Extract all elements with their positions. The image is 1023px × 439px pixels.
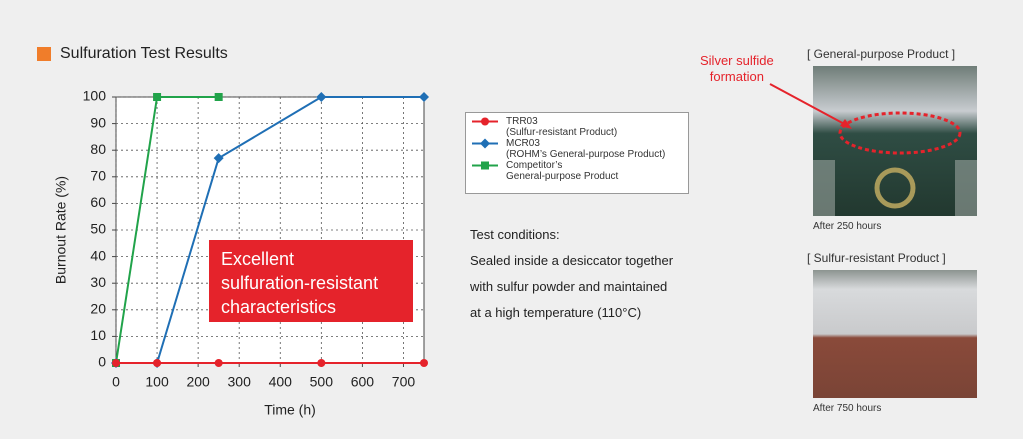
- x-tick-label: 500: [310, 374, 334, 390]
- y-axis-label: Burnout Rate (%): [53, 176, 69, 284]
- marker: [213, 153, 224, 164]
- x-tick-label: 200: [186, 374, 210, 390]
- marker: [214, 93, 223, 101]
- y-tick-label: 0: [98, 354, 106, 370]
- x-tick-label: 600: [351, 374, 375, 390]
- y-tick-label: 70: [90, 168, 106, 184]
- test-conditions-line: with sulfur powder and maintained: [470, 279, 668, 294]
- photo-title: [ Sulfur-resistant Product ]: [807, 251, 946, 265]
- test-conditions-line: Sealed inside a desiccator together: [470, 253, 674, 268]
- y-tick-label: 20: [90, 301, 106, 317]
- photo-caption: After 250 hours: [813, 221, 882, 232]
- title-icon: [37, 47, 51, 61]
- marker: [317, 359, 326, 367]
- marker: [112, 359, 120, 367]
- photo-resistant: [813, 270, 977, 398]
- test-conditions-title: Test conditions:: [470, 227, 560, 242]
- marker: [419, 92, 429, 102]
- legend-label: MCR03 (ROHM’s General-purpose Product): [506, 138, 666, 160]
- photos: [769, 66, 977, 398]
- y-tick-label: 30: [90, 274, 106, 290]
- marker: [153, 359, 162, 367]
- legend-label: Competitor’s General-purpose Product: [506, 160, 619, 182]
- legend: TRR03 (Sulfur-resistant Product) MCR03 (R…: [465, 112, 689, 194]
- section-title: Sulfuration Test Results: [60, 45, 228, 62]
- legend-icon: [472, 138, 498, 149]
- x-tick-label: 0: [112, 374, 120, 390]
- x-tick-label: 400: [269, 374, 293, 390]
- y-tick-label: 80: [90, 141, 106, 157]
- legend-icon: [472, 161, 498, 170]
- y-tick-label: 10: [90, 327, 106, 343]
- test-conditions: Test conditions: Sealed inside a desicca…: [470, 222, 673, 326]
- y-tick-label: 50: [90, 221, 106, 237]
- callout-ellipse: [838, 111, 962, 155]
- x-tick-label: 100: [145, 374, 169, 390]
- photo-detail: [955, 160, 977, 216]
- callout-arrowhead: [840, 119, 852, 129]
- x-tick-label: 300: [228, 374, 252, 390]
- x-axis-label: Time (h): [264, 402, 316, 418]
- legend-label: TRR03 (Sulfur-resistant Product): [506, 116, 618, 138]
- marker: [153, 93, 162, 101]
- marker: [481, 117, 489, 126]
- photo-title: [ General-purpose Product ]: [807, 47, 956, 61]
- legend-item: TRR03 (Sulfur-resistant Product): [470, 116, 684, 138]
- test-conditions-line: at a high temperature (110°C): [470, 305, 642, 320]
- marker: [214, 359, 223, 367]
- photo-caption: After 750 hours: [813, 403, 882, 414]
- y-tick-label: 90: [90, 114, 106, 130]
- marker: [420, 359, 428, 367]
- chart: Time (h) Burnout Rate (%) 0 10 20 30 40 50 60 7…: [53, 88, 429, 418]
- annotation-box: Excellent sulfuration-resistant characte…: [209, 240, 413, 322]
- y-tick-label: 40: [90, 247, 106, 263]
- marker: [480, 138, 490, 149]
- callout-arrow: [769, 83, 849, 127]
- legend-icon: [472, 117, 498, 126]
- y-tick-label: 100: [83, 88, 107, 104]
- marker: [316, 92, 327, 102]
- photo-detail: [813, 160, 835, 216]
- x-tick-label: 700: [392, 374, 416, 390]
- marker: [481, 161, 489, 170]
- photo-general: [813, 66, 977, 216]
- y-tick-label: 60: [90, 194, 106, 210]
- callout-label: Silver sulfide formation: [700, 53, 774, 84]
- legend-item: MCR03 (ROHM’s General-purpose Product): [470, 138, 684, 160]
- legend-item: Competitor’s General-purpose Product: [470, 160, 684, 182]
- photo-detail: [874, 167, 916, 209]
